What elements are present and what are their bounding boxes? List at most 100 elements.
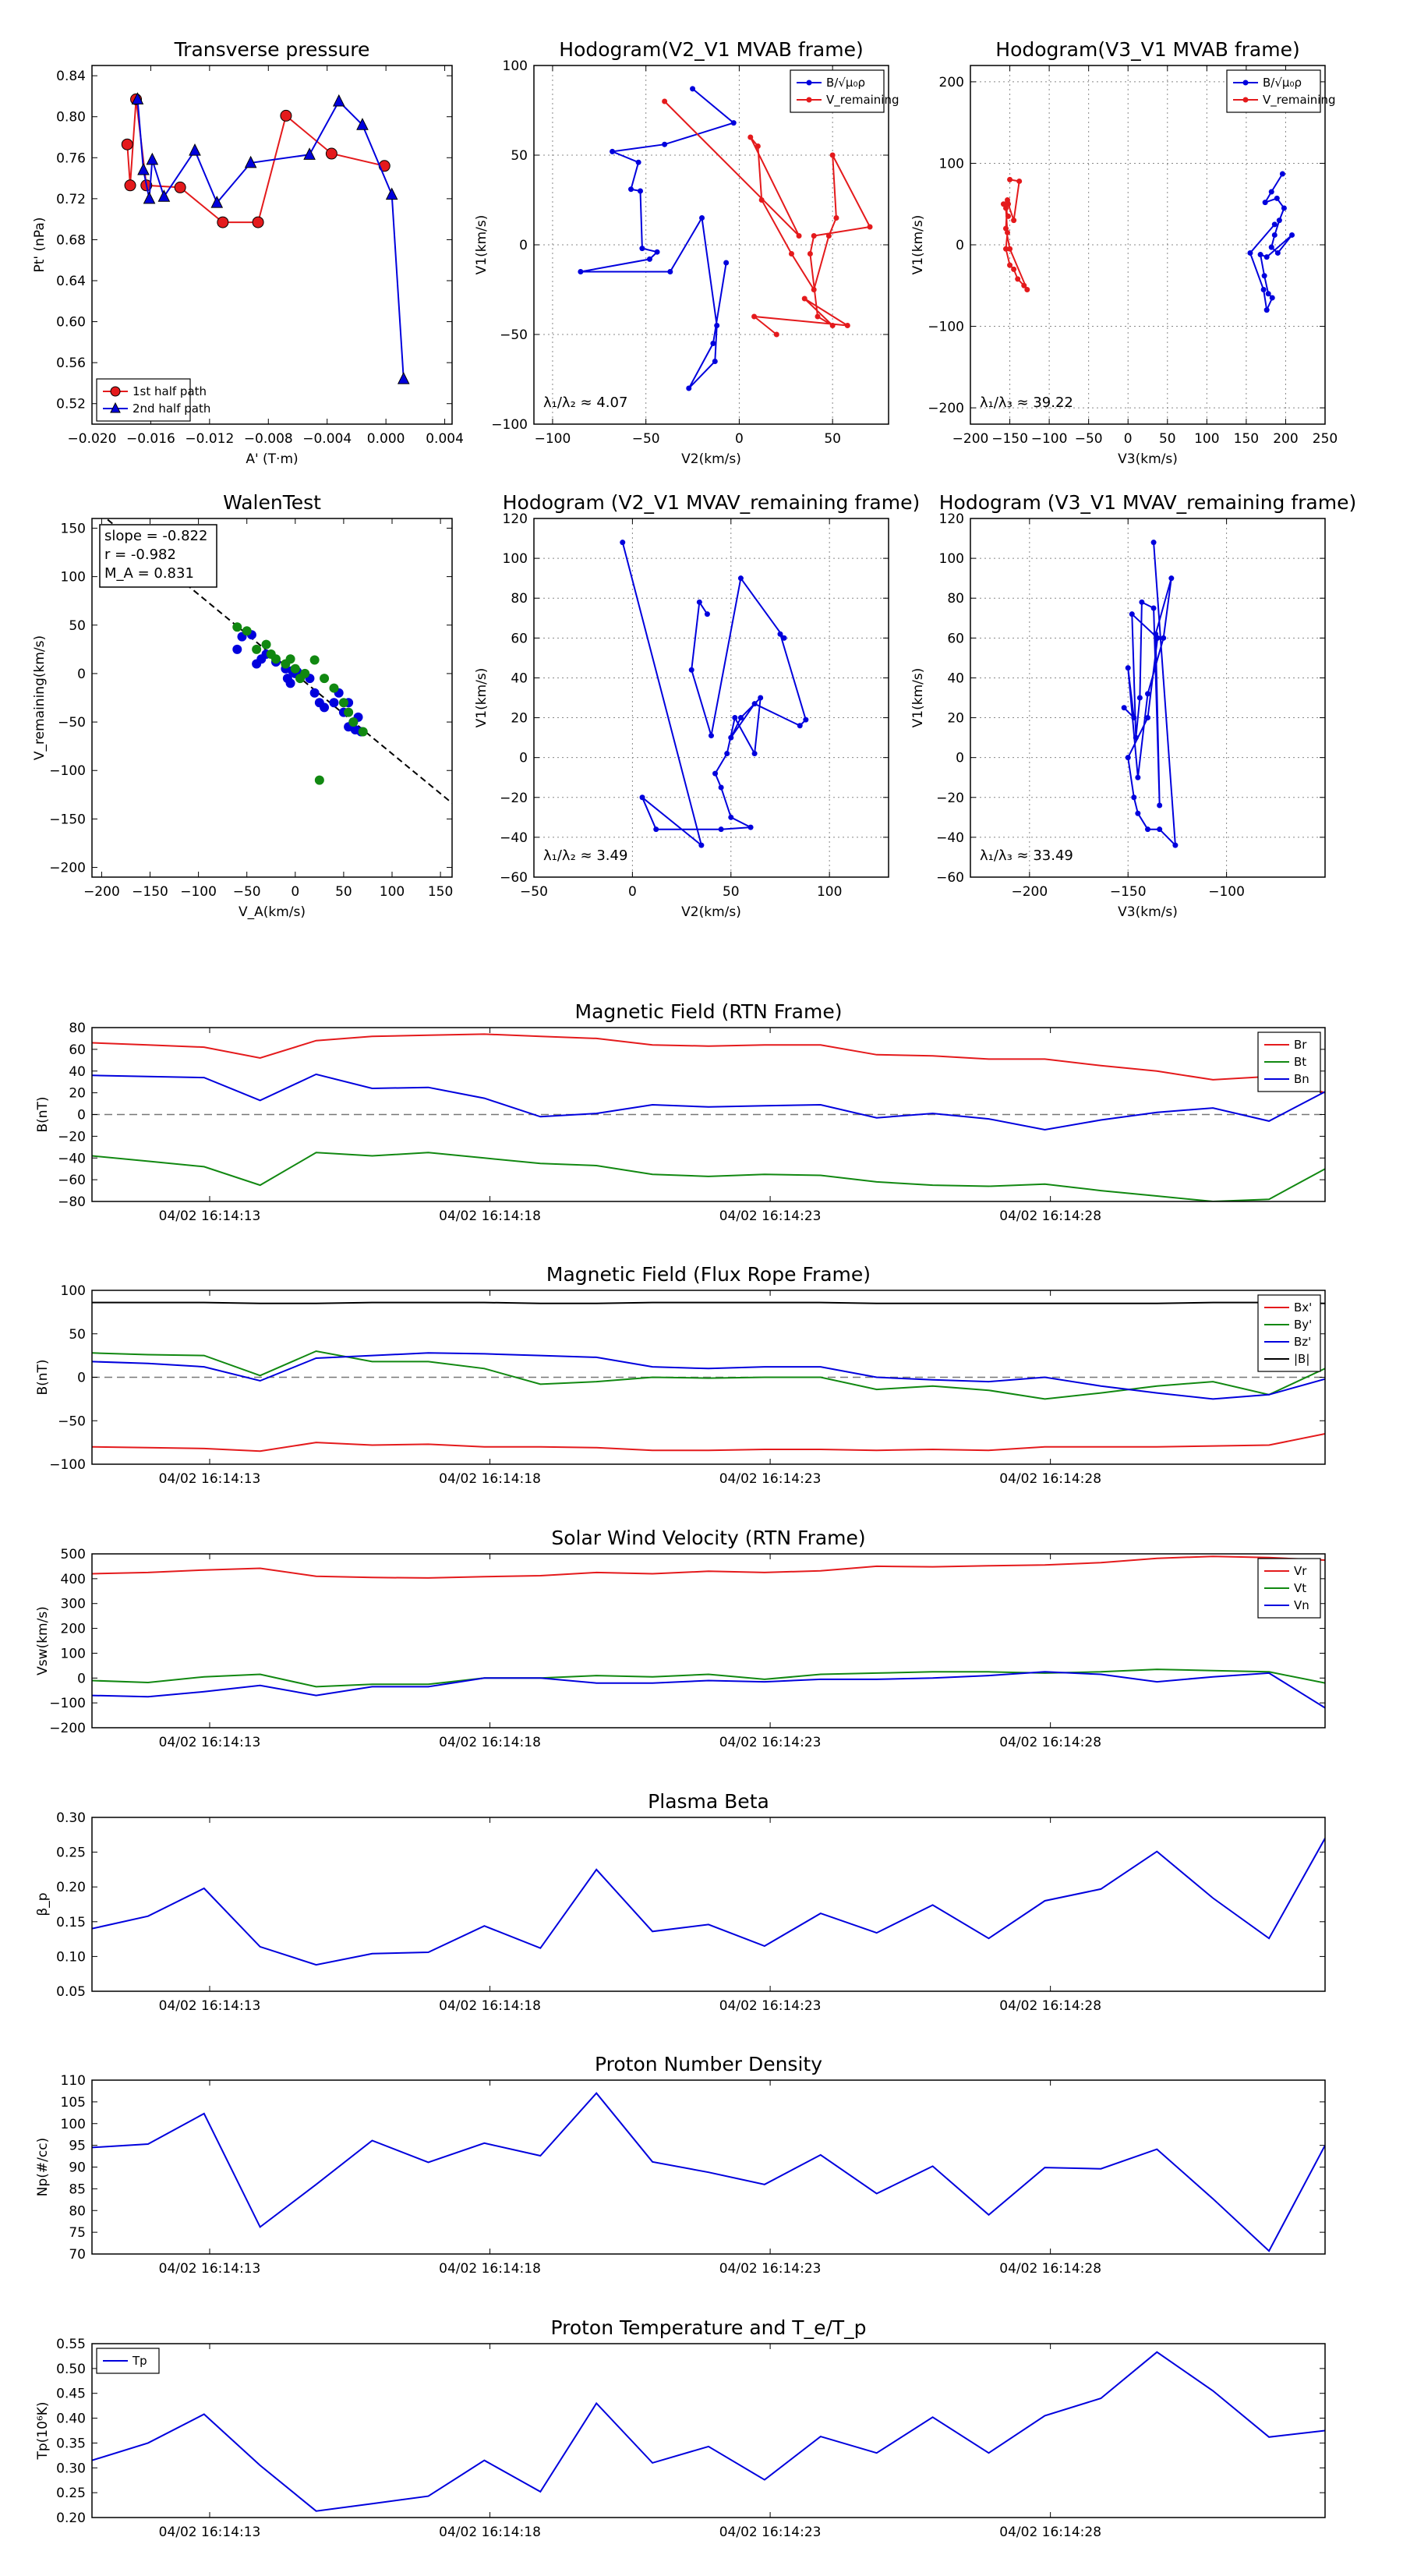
chart-title: Hodogram(V2_V1 MVAB frame) [559,38,863,61]
y-tick-label: 40 [947,671,964,686]
data-point [724,751,730,757]
data-point [807,251,813,257]
data-point [174,181,186,193]
y-tick-label: 40 [511,671,528,686]
data-point [1011,218,1017,224]
x-axis-label: V2(km/s) [681,904,741,920]
y-tick-label: 100 [503,551,528,567]
data-point [704,611,710,617]
chart-title: Plasma Beta [648,1790,769,1813]
data-point [1269,295,1275,301]
legend-label: Bx' [1294,1300,1312,1315]
y-tick-label: 150 [61,521,86,536]
y-axis-label: Np(#/cc) [35,2138,51,2196]
y-tick-label: 100 [61,1646,86,1661]
x-axis-label: V_A(km/s) [239,904,306,920]
data-point [1121,705,1127,711]
data-point [635,159,641,165]
chart-title: Hodogram (V3_V1 MVAV_remaining frame) [939,491,1357,514]
data-point [309,655,320,665]
series-line-bx [92,1433,1325,1453]
chart-title: Magnetic Field (Flux Rope Frame) [546,1263,871,1286]
chart-title: Proton Number Density [595,2053,822,2075]
y-tick-label: 100 [61,570,86,586]
data-point [730,120,737,126]
x-tick-label: −50 [1075,431,1103,447]
y-tick-label: 100 [939,551,964,567]
data-point [781,635,787,641]
x-tick-label: 50 [723,884,740,900]
data-point [844,323,850,328]
data-point [303,147,316,160]
x-tick-label: −200 [952,431,989,447]
data-point [252,644,262,654]
series-line-vn [92,1671,1325,1709]
data-point [755,143,761,149]
y-axis-label: V1(km/s) [474,215,489,275]
legend-label: B/√μ₀ρ [826,76,865,90]
chart-magnetic-field-flux-rope: Magnetic Field (Flux Rope Frame) 04/02 16… [35,1263,1326,1487]
data-point [1268,244,1274,250]
y-tick-label: 110 [61,2073,86,2089]
data-point [1005,201,1012,207]
series-line-b [92,1301,1325,1304]
y-tick-label: 400 [61,1572,86,1587]
y-tick-label: 0.72 [56,192,86,207]
y-tick-label: 80 [511,591,528,607]
data-point [712,359,718,364]
data-point [348,717,359,727]
x-tick-label: −50 [632,431,660,447]
legend-label: By' [1294,1318,1312,1332]
data-point [325,147,337,160]
x-tick-label: 04/02 16:14:13 [159,1471,261,1487]
y-tick-label: 200 [939,75,964,90]
data-point [709,733,714,739]
data-point [189,143,201,156]
data-point [1157,826,1163,833]
data-point [1145,826,1150,833]
series-line-beta [92,1838,1325,1966]
x-tick-label: 100 [817,884,842,900]
y-tick-label: −100 [49,1457,86,1473]
y-tick-label: −20 [58,1129,86,1145]
x-tick-label: 04/02 16:14:18 [439,2261,541,2277]
data-point [1271,221,1278,228]
legend-label: 2nd half path [133,402,210,416]
data-point [728,734,734,741]
x-tick-label: 100 [1194,431,1219,447]
data-point [1289,232,1295,238]
plot-frame [533,65,889,425]
y-tick-label: −40 [500,830,528,846]
data-point [833,215,839,221]
data-point [732,715,738,721]
y-axis-label: β_p [35,1892,51,1916]
data-point [1145,691,1150,697]
x-tick-label: 04/02 16:14:18 [439,1471,541,1487]
y-tick-label: 500 [61,1547,86,1562]
ratio-annotation: λ₁/λ₃ ≈ 39.22 [980,395,1073,411]
data-point [777,631,783,637]
y-tick-label: 100 [61,1283,86,1299]
data-point [1281,205,1287,211]
series-line-bz [92,1352,1325,1400]
plot-frame [91,2079,1326,2255]
x-tick-label: 50 [1159,431,1176,447]
y-tick-label: 0 [77,1108,86,1123]
y-axis-label: Pt' (nPa) [32,218,48,273]
plot-frame [91,65,453,425]
data-point [747,134,754,140]
y-tick-label: 0.25 [56,1845,86,1861]
data-point [638,188,643,194]
data-point [252,216,264,228]
y-axis-label: V1(km/s) [474,668,489,728]
y-tick-label: 0.80 [56,110,86,126]
plot-area [92,1301,1325,1453]
data-point [210,195,224,208]
x-tick-label: −100 [535,431,571,447]
legend-label: Vr [1294,1564,1307,1578]
y-axis-label: V1(km/s) [910,215,926,275]
data-point [1129,611,1135,617]
plot-area [620,540,809,848]
data-point [1131,794,1137,801]
